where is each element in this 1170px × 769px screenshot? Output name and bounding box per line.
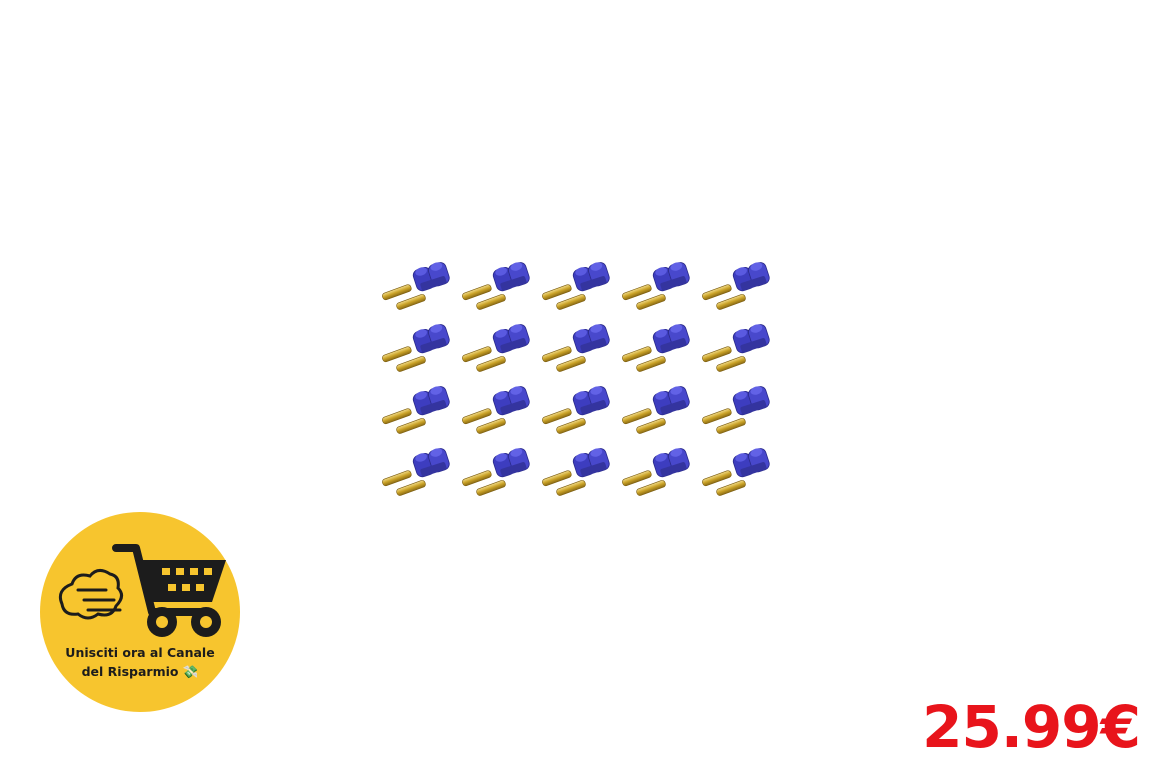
connector-set-item <box>461 321 532 377</box>
connector-set-item <box>621 259 692 315</box>
connector-set-item <box>381 445 452 501</box>
connector-set-item <box>621 321 692 377</box>
connector-set-item <box>701 445 772 501</box>
telegram-channel-badge[interactable] <box>40 512 240 712</box>
shopping-cart-icon <box>58 544 226 637</box>
connector-set-item <box>461 383 532 439</box>
connector-set-item <box>541 445 612 501</box>
connector-set-item <box>621 445 692 501</box>
connector-set-item <box>621 383 692 439</box>
connector-set-item <box>381 383 452 439</box>
badge-caption[interactable]: Unisciti ora al Canale del Risparmio 💸 <box>40 643 240 681</box>
connector-set-item <box>461 445 532 501</box>
price-label: 25.99€ <box>922 693 1141 761</box>
connector-set-item <box>701 383 772 439</box>
badge-line-1: Unisciti ora al Canale <box>65 645 215 660</box>
connector-set-item <box>541 321 612 377</box>
connector-set-item <box>701 259 772 315</box>
product-image <box>381 259 772 501</box>
badge-line-2: del Risparmio 💸 <box>81 664 199 679</box>
connector-set-item <box>381 321 452 377</box>
connector-set-item <box>701 321 772 377</box>
connector-set-item <box>461 259 532 315</box>
connector-set-item <box>541 259 612 315</box>
connector-set-item <box>381 259 452 315</box>
connector-set-item <box>541 383 612 439</box>
